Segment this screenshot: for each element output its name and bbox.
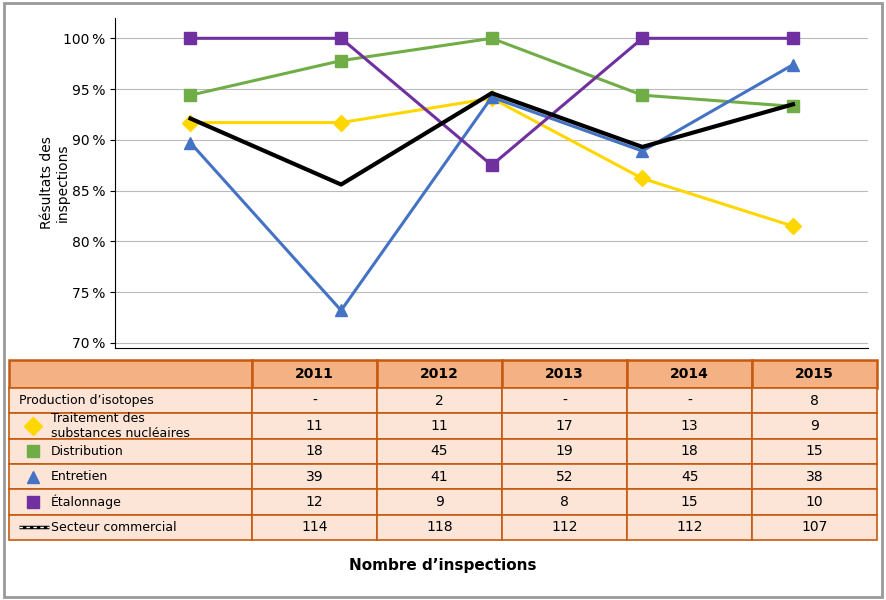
Bar xyxy=(502,515,627,540)
Text: 8: 8 xyxy=(810,394,819,407)
Bar xyxy=(9,515,252,540)
Text: 18: 18 xyxy=(680,444,698,458)
Bar xyxy=(252,388,377,413)
Text: 19: 19 xyxy=(556,444,573,458)
Bar xyxy=(252,490,377,515)
Text: Distribution: Distribution xyxy=(51,445,123,458)
Text: 2014: 2014 xyxy=(670,367,709,381)
Text: 8: 8 xyxy=(560,495,569,509)
Bar xyxy=(377,490,502,515)
Text: 11: 11 xyxy=(431,419,448,433)
Bar xyxy=(752,490,877,515)
Bar xyxy=(377,413,502,439)
Text: Traitement des
substances nucléaires: Traitement des substances nucléaires xyxy=(51,412,190,440)
Bar xyxy=(252,439,377,464)
Bar xyxy=(752,439,877,464)
Text: 15: 15 xyxy=(805,444,823,458)
Text: 10: 10 xyxy=(805,495,823,509)
Bar xyxy=(377,360,502,388)
Bar xyxy=(9,413,252,439)
Text: 107: 107 xyxy=(802,520,828,535)
Text: -: - xyxy=(312,394,317,407)
Bar xyxy=(752,413,877,439)
Bar xyxy=(627,464,752,490)
Bar xyxy=(377,439,502,464)
Text: 11: 11 xyxy=(306,419,323,433)
Bar xyxy=(502,388,627,413)
Bar xyxy=(752,464,877,490)
Text: 2: 2 xyxy=(435,394,444,407)
Text: 38: 38 xyxy=(805,470,823,484)
Bar xyxy=(502,490,627,515)
Text: 45: 45 xyxy=(431,444,448,458)
Text: Entretien: Entretien xyxy=(51,470,108,483)
Bar xyxy=(9,464,252,490)
Text: 9: 9 xyxy=(810,419,819,433)
Text: Secteur commercial: Secteur commercial xyxy=(51,521,176,534)
Text: 114: 114 xyxy=(301,520,328,535)
Bar xyxy=(377,388,502,413)
Text: 2015: 2015 xyxy=(796,367,834,381)
Bar xyxy=(627,413,752,439)
Text: -: - xyxy=(688,394,692,407)
Text: 2011: 2011 xyxy=(295,367,334,381)
Bar xyxy=(252,360,377,388)
Text: -: - xyxy=(562,394,567,407)
Bar xyxy=(9,439,252,464)
Bar xyxy=(502,413,627,439)
Bar xyxy=(627,388,752,413)
Text: Étalonnage: Étalonnage xyxy=(51,495,121,509)
Bar xyxy=(252,413,377,439)
Bar xyxy=(377,515,502,540)
Bar xyxy=(627,515,752,540)
Text: 2012: 2012 xyxy=(420,367,459,381)
Text: 12: 12 xyxy=(306,495,323,509)
Bar xyxy=(627,360,752,388)
Y-axis label: Résultats des
inspections: Résultats des inspections xyxy=(40,137,70,229)
Bar xyxy=(502,360,627,388)
Text: 13: 13 xyxy=(680,419,698,433)
Bar xyxy=(9,490,252,515)
Bar xyxy=(752,515,877,540)
Bar xyxy=(752,388,877,413)
Bar xyxy=(627,439,752,464)
Bar xyxy=(252,515,377,540)
Bar xyxy=(9,360,252,388)
Bar xyxy=(9,388,252,413)
Text: 15: 15 xyxy=(680,495,698,509)
Text: 17: 17 xyxy=(556,419,573,433)
Text: Nombre d’inspections: Nombre d’inspections xyxy=(349,558,537,573)
Text: 118: 118 xyxy=(426,520,453,535)
Bar xyxy=(252,464,377,490)
Text: 39: 39 xyxy=(306,470,323,484)
Text: Production d’isotopes: Production d’isotopes xyxy=(19,394,154,407)
Text: 9: 9 xyxy=(435,495,444,509)
Text: 2013: 2013 xyxy=(545,367,584,381)
Text: 112: 112 xyxy=(551,520,578,535)
Bar xyxy=(377,464,502,490)
Text: 45: 45 xyxy=(680,470,698,484)
Bar xyxy=(502,464,627,490)
Text: 18: 18 xyxy=(306,444,323,458)
Bar xyxy=(627,490,752,515)
Bar xyxy=(752,360,877,388)
Text: 52: 52 xyxy=(556,470,573,484)
Bar xyxy=(502,439,627,464)
Text: 41: 41 xyxy=(431,470,448,484)
Text: 112: 112 xyxy=(676,520,703,535)
